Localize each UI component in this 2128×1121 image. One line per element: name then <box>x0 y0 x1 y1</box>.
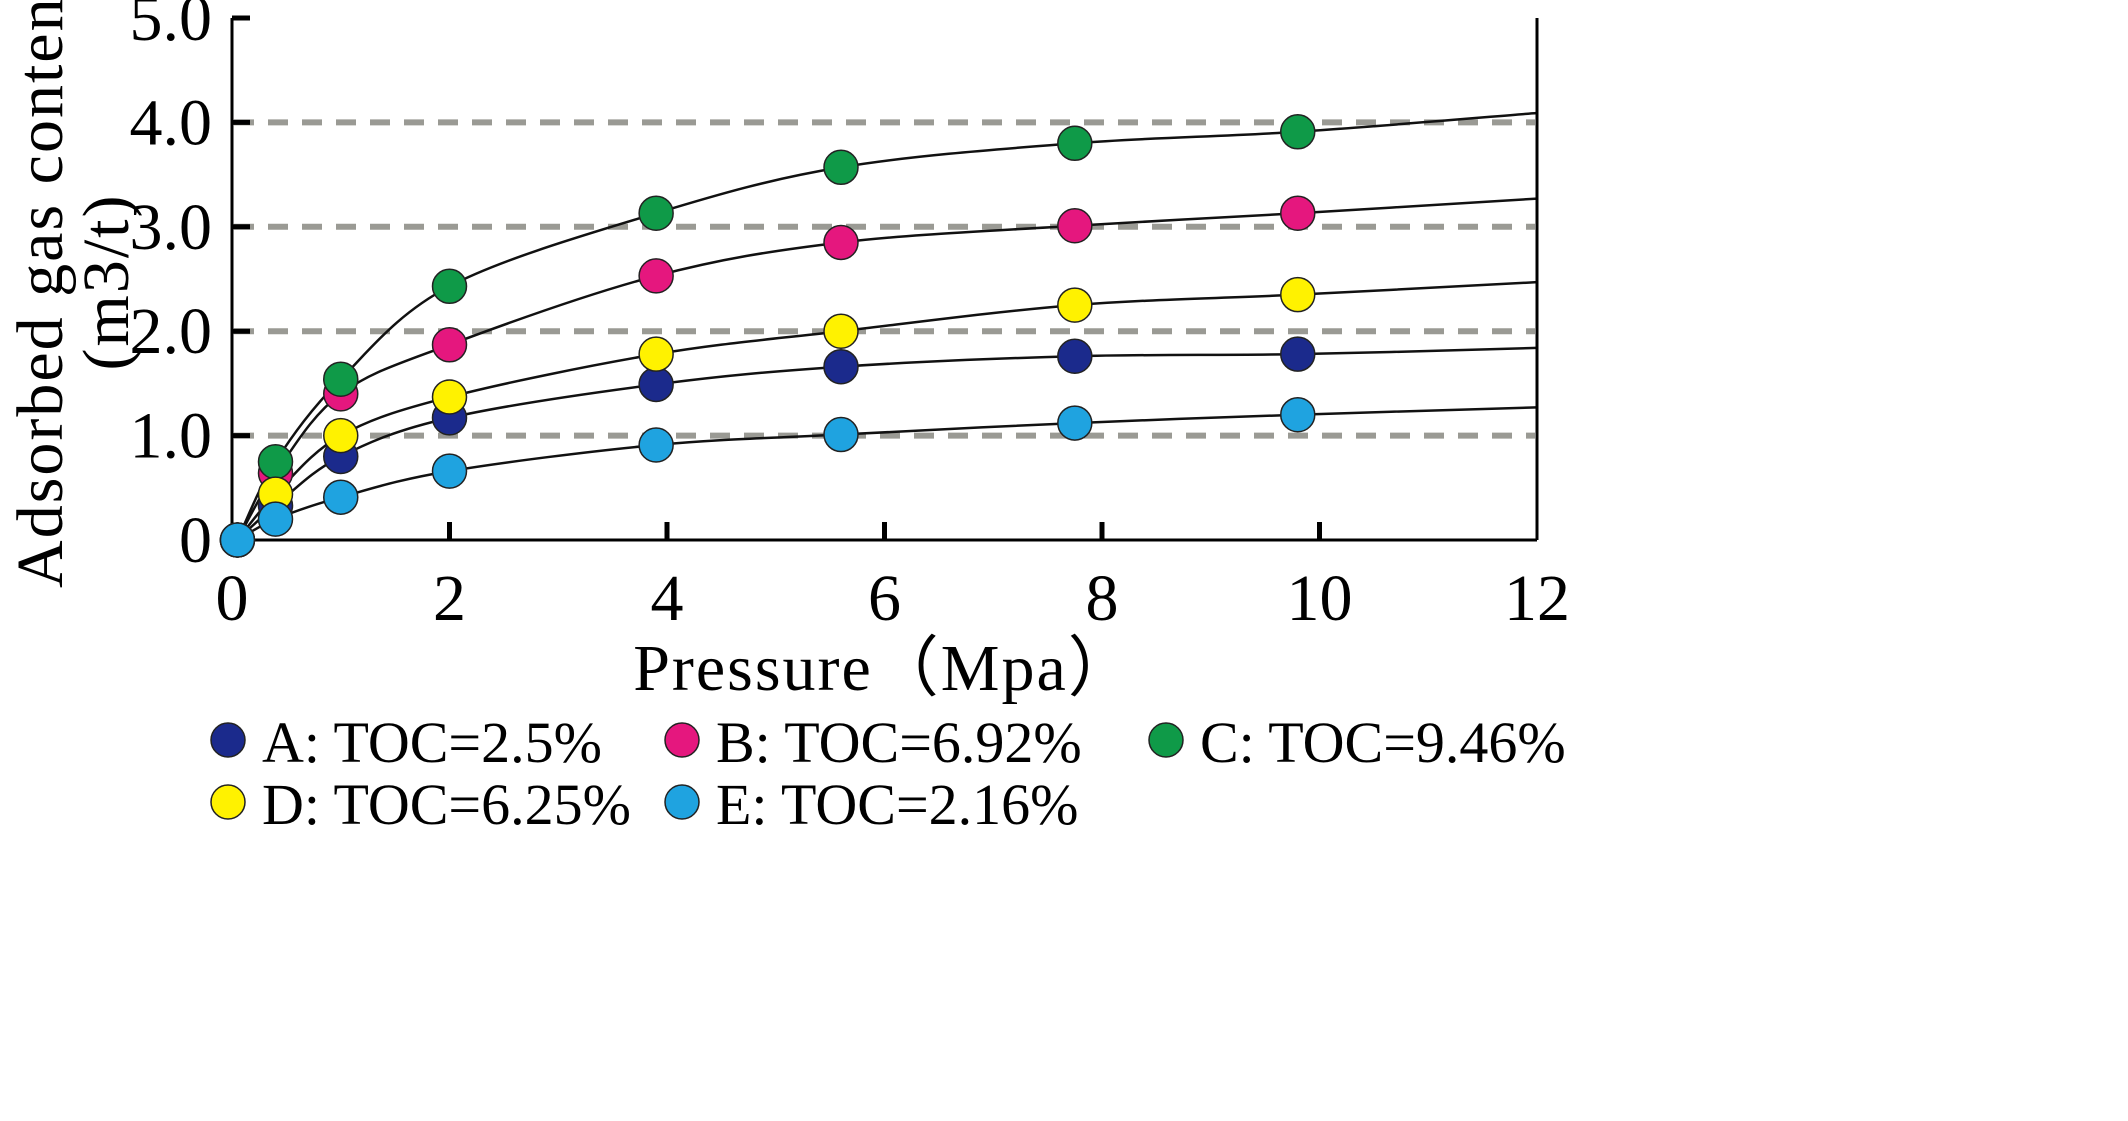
legend-label-a: A: TOC=2.5% <box>262 710 602 775</box>
data-point-c <box>1057 125 1093 162</box>
data-point-c <box>431 268 468 305</box>
x-tick-label: 2 <box>433 562 466 635</box>
tick-labels: 0 1.0 2.0 3.0 4.0 5.0 0 2 4 6 8 10 12 <box>130 0 1571 635</box>
fit-curve-d <box>236 280 1538 541</box>
data-point-c <box>823 149 859 186</box>
data-point-d <box>823 313 859 349</box>
x-tick-label: 12 <box>1504 562 1570 635</box>
data-point-c <box>257 443 294 480</box>
legend: A: TOC=2.5% B: TOC=6.92% C: TOC=9.46% D: TO… <box>210 710 1566 837</box>
data-point-d <box>1280 276 1316 313</box>
data-point-c <box>638 195 674 231</box>
data-point-e <box>638 427 674 463</box>
data-point-d <box>1057 287 1093 323</box>
data-point-b <box>431 327 468 363</box>
data-point-c <box>1280 114 1316 150</box>
legend-marker-a <box>210 722 246 758</box>
x-tick-label: 0 <box>216 562 249 635</box>
axes <box>230 15 1539 542</box>
axis-titles: Pressure（Mpa） Adsorbed gas content(m3/t) <box>4 0 1136 705</box>
y-axis-title-line1: Adsorbed gas content <box>4 0 77 588</box>
data-point-c <box>323 361 359 397</box>
x-tick-label: 10 <box>1287 562 1353 635</box>
y-tick-label: 5.0 <box>130 0 213 55</box>
data-point-b <box>638 258 674 294</box>
gridlines <box>234 119 1535 439</box>
x-tick-label: 4 <box>651 562 684 635</box>
fit-curves <box>236 111 1538 542</box>
y-tick-label: 2.0 <box>130 295 213 368</box>
x-tick-label: 6 <box>868 562 901 635</box>
y-tick-label: 0 <box>179 504 212 577</box>
data-point-b <box>1057 208 1093 244</box>
legend-marker-b <box>664 722 700 758</box>
data-point-a <box>638 366 674 403</box>
legend-marker-e <box>664 784 700 820</box>
data-point-e <box>431 453 468 489</box>
fit-curve-a <box>236 346 1538 541</box>
y-tick-label: 3.0 <box>130 191 213 264</box>
y-axis-title-line2: (m3/t) <box>70 194 143 371</box>
data-point-e <box>823 416 859 453</box>
data-point-a <box>823 348 859 385</box>
data-point-e <box>1280 396 1316 433</box>
data-point-b <box>823 224 859 261</box>
legend-label-d: D: TOC=6.25% <box>262 772 631 837</box>
fit-curve-b <box>236 197 1538 541</box>
x-tick-label: 8 <box>1086 562 1119 635</box>
legend-marker-d <box>210 784 246 820</box>
x-axis-title: Pressure（Mpa） <box>633 632 1136 705</box>
data-point-d <box>431 379 468 415</box>
y-tick-label: 4.0 <box>130 86 213 159</box>
y-tick-label: 1.0 <box>130 400 213 473</box>
data-point-e <box>323 479 359 515</box>
legend-label-c: C: TOC=9.46% <box>1200 710 1566 775</box>
legend-marker-c <box>1148 722 1184 758</box>
data-points <box>219 114 1316 558</box>
data-point-d <box>323 417 359 454</box>
legend-label-e: E: TOC=2.16% <box>716 772 1078 837</box>
data-point-b <box>1280 195 1316 231</box>
data-point-e <box>257 501 294 537</box>
data-point-e <box>1057 405 1093 441</box>
data-point-d <box>638 336 674 372</box>
data-point-a <box>1057 338 1093 375</box>
data-point-a <box>1280 336 1316 372</box>
legend-label-b: B: TOC=6.92% <box>716 710 1082 775</box>
fit-curve-c <box>236 111 1538 541</box>
data-point-e <box>219 522 256 558</box>
